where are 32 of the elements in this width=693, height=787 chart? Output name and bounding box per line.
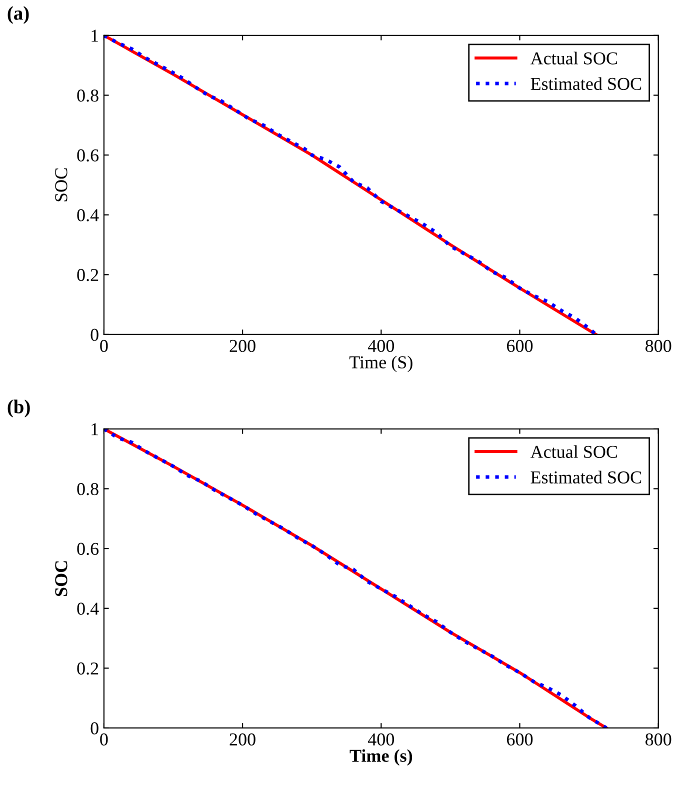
y-tick-label: 1 xyxy=(92,30,98,42)
legend-label: Actual SOC xyxy=(530,52,618,64)
y-tick-label: 0.8 xyxy=(77,482,98,496)
y-tick-label: 0.2 xyxy=(77,268,98,282)
y-axis-title: SOC xyxy=(55,168,68,202)
x-tick-label: 400 xyxy=(368,340,394,352)
y-tick-label: 0.6 xyxy=(77,542,99,556)
legend-label: Actual SOC xyxy=(530,445,618,458)
x-tick-label: 200 xyxy=(230,340,256,352)
x-axis-title: Time (S) xyxy=(349,356,412,372)
x-tick-label: 0 xyxy=(100,733,108,746)
x-tick-label: 800 xyxy=(645,733,672,746)
y-tick-label: 0.6 xyxy=(77,149,99,162)
legend-label: Estimated SOC xyxy=(530,77,642,90)
y-tick-label: 0.4 xyxy=(77,209,99,222)
y-axis-title: SOC xyxy=(55,561,68,596)
x-tick-label: 200 xyxy=(230,733,256,746)
y-tick-label: 1 xyxy=(92,423,98,436)
y-tick-label: 0 xyxy=(90,722,98,734)
legend-label: Estimated SOC xyxy=(530,470,642,484)
x-tick-label: 600 xyxy=(506,340,533,352)
x-tick-label: 800 xyxy=(645,340,672,352)
y-tick-label: 0.4 xyxy=(77,602,99,615)
x-tick-label: 600 xyxy=(506,733,533,746)
x-axis-title: Time (s) xyxy=(350,749,412,766)
y-tick-label: 0 xyxy=(90,328,98,341)
x-tick-label: 0 xyxy=(100,340,108,352)
x-tick-label: 400 xyxy=(368,733,394,746)
chart-title: (b) xyxy=(8,400,30,418)
y-tick-label: 0.8 xyxy=(77,89,98,102)
chart-title: (a) xyxy=(8,6,29,24)
y-tick-label: 0.2 xyxy=(77,662,98,675)
